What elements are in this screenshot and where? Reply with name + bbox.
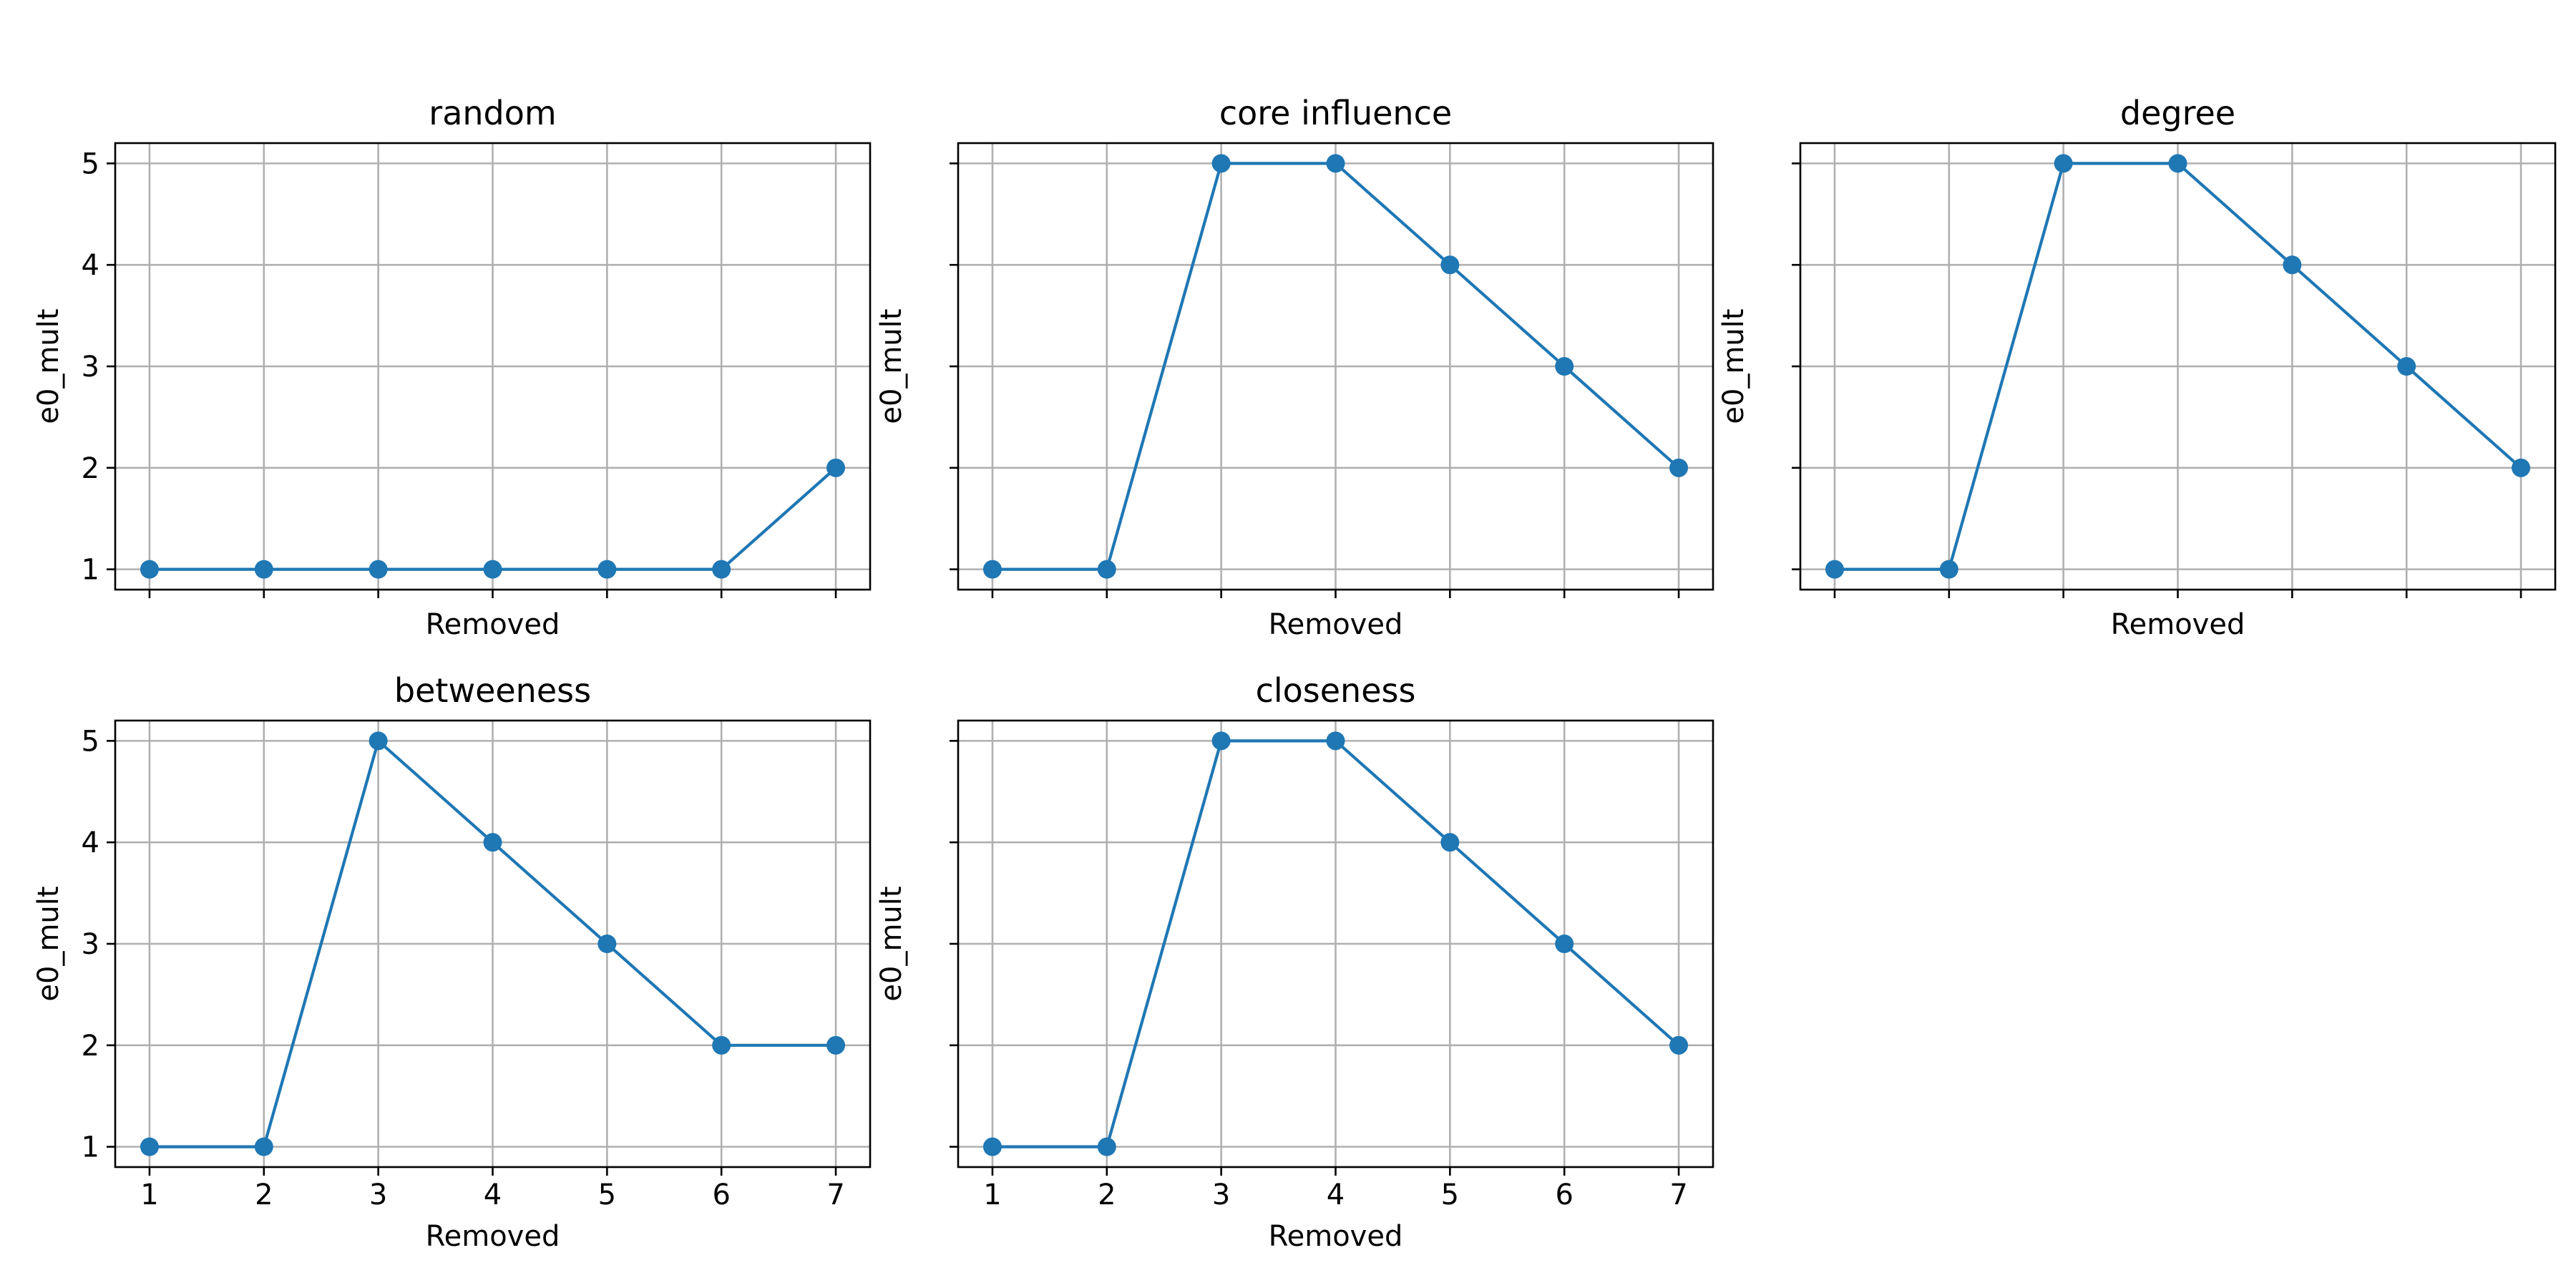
data-point [2512, 458, 2531, 477]
x-tick-label: 3 [1212, 1179, 1230, 1211]
subplot-2: core influence Removed e0_mult [875, 94, 1714, 641]
data-point [483, 833, 502, 852]
data-point [712, 560, 731, 579]
x-tick-label: 3 [369, 1179, 387, 1211]
data-point [369, 560, 388, 579]
subplot-4: 1 2 3 4 5 6 7 1 2 3 4 5 betweeness Removed e0_mult [32, 671, 872, 1253]
y-tick-label: 1 [82, 1131, 99, 1164]
data-point [254, 1137, 273, 1156]
y-axis-label: e0_mult [875, 886, 908, 1001]
y-tick-label: 3 [82, 928, 99, 961]
subplot-5: 1 2 3 4 5 6 7 closeness Removed e0_mult [875, 671, 1714, 1253]
x-tick-label: 4 [484, 1179, 502, 1211]
data-point [1939, 560, 1958, 579]
axes-frame [114, 719, 872, 1169]
subplot-1: 1 2 3 4 5 random Removed e0_mult [32, 94, 872, 641]
data-point [712, 1035, 731, 1055]
y-tick-label: 4 [82, 249, 99, 282]
y-axis-label: e0_mult [32, 308, 65, 424]
data-point [1669, 1035, 1689, 1055]
subplot-title: core influence [1219, 94, 1452, 132]
data-point [1211, 731, 1231, 751]
x-tick-label: 1 [983, 1179, 1001, 1211]
data-point [1440, 255, 1460, 275]
y-axis-label: e0_mult [1717, 308, 1750, 424]
data-point [1211, 154, 1231, 173]
x-axis-label: Removed [426, 1220, 560, 1253]
axes-frame [114, 142, 872, 591]
subplot-title: closeness [1256, 671, 1416, 710]
axes-frame [957, 142, 1714, 591]
subplot-3: degree Removed e0_mult [1717, 94, 2557, 641]
axes-frame [957, 719, 1714, 1169]
data-point [483, 560, 502, 579]
data-point [826, 458, 846, 477]
subplot-title: degree [2120, 94, 2235, 132]
data-point [597, 935, 617, 953]
data-point [254, 560, 273, 579]
y-tick-label: 3 [82, 351, 99, 384]
x-axis-label: Removed [1269, 1220, 1403, 1253]
data-point [2168, 154, 2187, 173]
x-tick-label: 2 [1098, 1179, 1116, 1211]
y-tick-label: 2 [82, 1030, 99, 1063]
data-point [369, 731, 388, 751]
data-point [2283, 255, 2302, 275]
x-axis-label: Removed [426, 608, 560, 641]
data-point [1669, 458, 1689, 477]
x-axis-label: Removed [1269, 608, 1403, 641]
subplot-title: random [429, 94, 556, 132]
data-point [1097, 1137, 1116, 1156]
x-tick-label: 6 [712, 1179, 730, 1211]
data-point [982, 1137, 1002, 1156]
y-tick-label: 5 [82, 147, 99, 180]
data-point [2054, 154, 2073, 173]
x-tick-label: 5 [598, 1179, 616, 1211]
data-point [140, 1137, 159, 1156]
data-point [826, 1035, 846, 1055]
y-axis-label: e0_mult [32, 886, 65, 1001]
subplot-title: betweeness [394, 671, 591, 710]
y-tick-label: 2 [82, 452, 99, 485]
data-point [1440, 833, 1460, 852]
x-tick-label: 7 [826, 1179, 844, 1211]
y-tick-label: 5 [82, 725, 99, 758]
x-tick-label: 4 [1327, 1179, 1345, 1211]
x-tick-label: 7 [1669, 1179, 1687, 1211]
x-tick-label: 5 [1441, 1179, 1459, 1211]
data-point [1555, 357, 1574, 376]
data-point [597, 560, 617, 579]
x-tick-label: 1 [140, 1179, 158, 1211]
data-point [1097, 560, 1116, 579]
data-point [982, 560, 1002, 579]
y-tick-label: 4 [82, 826, 99, 859]
x-tick-label: 2 [255, 1179, 273, 1211]
y-axis-label: e0_mult [875, 308, 908, 424]
data-point [1326, 731, 1345, 751]
x-tick-label: 6 [1555, 1179, 1573, 1211]
axes-frame [1799, 142, 2557, 591]
data-point [1555, 935, 1574, 953]
x-axis-label: Removed [2111, 608, 2245, 641]
y-tick-label: 1 [82, 554, 99, 587]
data-point [1326, 154, 1345, 173]
subplot-grid: 1 2 3 4 5 random Removed e0_mult core influence R… [32, 94, 2557, 1253]
data-point [140, 560, 159, 579]
data-point [2397, 357, 2416, 376]
data-point [1825, 560, 1844, 579]
